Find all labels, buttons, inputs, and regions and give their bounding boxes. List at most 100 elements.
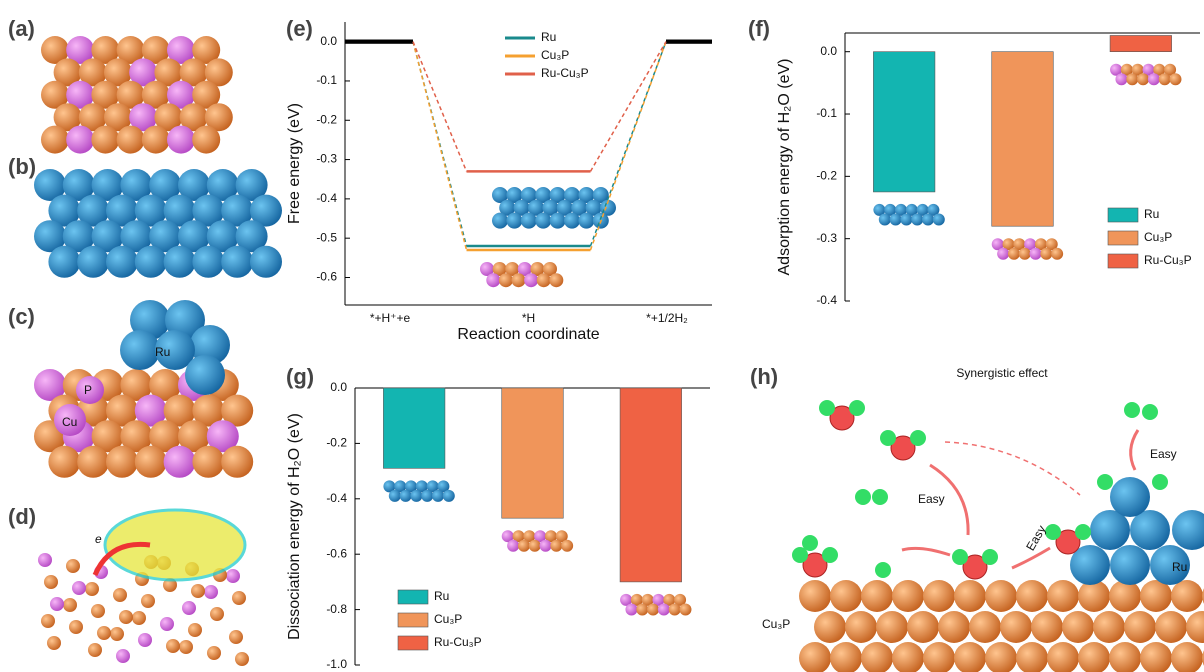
- y-tick-label: 0.0: [320, 34, 337, 48]
- atom: [443, 490, 455, 502]
- atom: [1137, 73, 1149, 85]
- atom: [117, 126, 145, 154]
- atom: [135, 246, 167, 278]
- hydrogen: [855, 489, 871, 505]
- atom: [892, 580, 924, 612]
- panel-label: (a): [8, 16, 35, 41]
- atom: [182, 601, 196, 615]
- atom: [232, 591, 246, 605]
- atom: [1155, 611, 1187, 643]
- atom: [518, 540, 530, 552]
- atom: [550, 540, 562, 552]
- atom: [521, 213, 537, 229]
- panel-label: (d): [8, 504, 36, 529]
- y-tick-label: -0.4: [326, 491, 347, 505]
- diagram-title: Synergistic effect: [956, 366, 1048, 380]
- atom: [432, 490, 444, 502]
- atom: [47, 636, 61, 650]
- hydrogen: [872, 489, 888, 505]
- atom: [77, 246, 109, 278]
- y-axis-label: Dissociation energy of H₂O (eV): [286, 413, 303, 640]
- atom: [512, 273, 526, 287]
- atom: [226, 569, 240, 583]
- atom: [38, 553, 52, 567]
- atom: [1124, 611, 1156, 643]
- hydrogen: [819, 400, 835, 416]
- panel-label: (g): [286, 364, 314, 389]
- legend-swatch: [1108, 254, 1138, 268]
- electron-label: e: [95, 532, 102, 546]
- atom: [1109, 580, 1141, 612]
- bar: [502, 388, 564, 518]
- atom: [110, 627, 124, 641]
- atom: [179, 640, 193, 654]
- charts: 0.0-0.1-0.2-0.3-0.4-0.5-0.6Free energy (…: [286, 22, 1200, 671]
- atom: [44, 575, 58, 589]
- hydrogen: [880, 430, 896, 446]
- atom: [160, 617, 174, 631]
- atom: [1062, 611, 1094, 643]
- atom: [41, 126, 69, 154]
- y-axis-label: Adsorption energy of H₂O (eV): [776, 59, 793, 276]
- x-tick-label: *+H⁺+e: [370, 311, 411, 325]
- atom: [1171, 642, 1203, 672]
- atom: [1172, 510, 1204, 550]
- atom: [91, 126, 119, 154]
- atom: [1030, 248, 1042, 260]
- atom: [66, 126, 94, 154]
- atom-label: Ru: [1172, 560, 1187, 574]
- arrow: [902, 548, 950, 555]
- atom: [400, 490, 412, 502]
- atom: [229, 630, 243, 644]
- atom: [389, 490, 401, 502]
- y-tick-label: -0.1: [316, 73, 337, 87]
- atom: [550, 213, 566, 229]
- atom: [1126, 73, 1138, 85]
- atom: [669, 604, 681, 616]
- atom: [954, 580, 986, 612]
- atom: [221, 446, 253, 478]
- hydrogen: [1075, 524, 1091, 540]
- atom: [1047, 642, 1079, 672]
- atom: [529, 540, 541, 552]
- atom: [91, 604, 105, 618]
- legend-swatch: [398, 590, 428, 604]
- atom: [923, 642, 955, 672]
- atom: [1078, 580, 1110, 612]
- atom: [969, 611, 1001, 643]
- atom: [1031, 611, 1063, 643]
- atom: [191, 584, 205, 598]
- atom: [506, 213, 522, 229]
- atom: [799, 642, 831, 672]
- atom: [185, 355, 225, 395]
- hydrogen: [1097, 474, 1113, 490]
- atom-label: Ru: [155, 345, 170, 359]
- legend-label: Ru-Cu₃P: [1144, 253, 1192, 267]
- hydrogen: [875, 562, 891, 578]
- atom: [1019, 248, 1031, 260]
- bar: [383, 388, 445, 468]
- legend-swatch: [1108, 208, 1138, 222]
- panel-label: (h): [750, 364, 778, 389]
- atom: [1148, 73, 1160, 85]
- bar: [620, 388, 682, 582]
- atom: [799, 580, 831, 612]
- atom: [132, 611, 146, 625]
- atom: [922, 214, 934, 226]
- legend-label: Ru: [541, 30, 556, 44]
- y-tick-label: -0.6: [316, 270, 337, 284]
- atom: [938, 611, 970, 643]
- atom: [1051, 248, 1063, 260]
- panel-label: (e): [286, 16, 313, 41]
- atom: [1186, 611, 1204, 643]
- atom: [192, 126, 220, 154]
- atom: [1000, 611, 1032, 643]
- atom: [88, 643, 102, 657]
- arrow-label: Easy: [1150, 447, 1177, 461]
- y-tick-label: -1.0: [326, 657, 347, 671]
- atom: [192, 246, 224, 278]
- atom: [204, 585, 218, 599]
- atom: [77, 446, 109, 478]
- atom: [911, 214, 923, 226]
- atom: [861, 580, 893, 612]
